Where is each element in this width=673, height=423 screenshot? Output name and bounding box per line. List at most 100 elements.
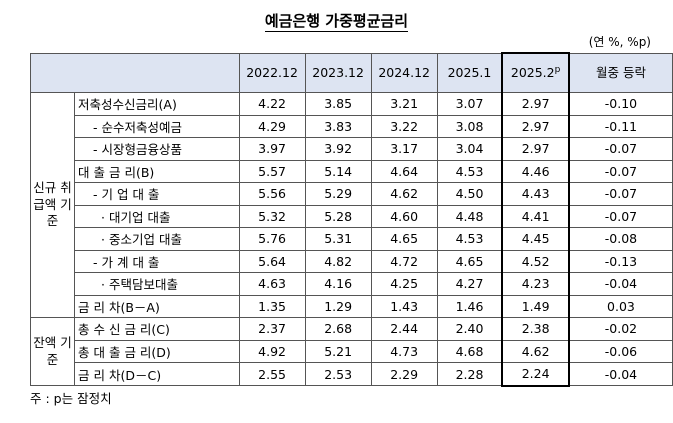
value-cell: 4.48: [436, 204, 503, 228]
value-cell: 4.29: [238, 114, 306, 138]
value-cell: 5.14: [304, 159, 372, 183]
value-cell: 3.85: [304, 92, 372, 116]
title-box: 예금은행 가중평균금리: [0, 10, 673, 32]
header-sup: p: [554, 65, 561, 76]
row-label: - 순수저축성예금: [74, 114, 240, 138]
row-label: · 대기업 대출: [74, 204, 240, 228]
value-cell: 1.35: [238, 294, 306, 318]
unit: (연 %, %p): [588, 35, 651, 49]
header-cell: 2025.2p: [501, 52, 570, 93]
header-row: 2022.12 2023.12 2024.12 2025.1 2025.2p 월중 등락: [30, 52, 673, 93]
value-cell: -0.04: [568, 362, 673, 386]
value-cell: 5.64: [238, 249, 306, 273]
row-label: 대 출 금 리(B): [74, 159, 240, 183]
value-cell: 2.37: [238, 317, 306, 341]
value-cell: 4.25: [370, 272, 438, 296]
row-label: 총 수 신 금 리(C): [74, 317, 240, 341]
data-row: - 가 계 대 출 5.64 4.82 4.72 4.65 4.52 -0.13: [31, 249, 673, 273]
value-cell: -0.02: [568, 317, 673, 341]
value-cell: 3.22: [370, 114, 438, 138]
value-cell: -0.07: [568, 159, 673, 183]
value-cell: -0.10: [568, 92, 673, 116]
value-cell: 5.31: [304, 227, 372, 251]
row-label: · 중소기업 대출: [74, 227, 240, 251]
data-row: 금 리 차(B－A) 1.35 1.29 1.43 1.46 1.49 0.03: [31, 294, 673, 318]
value-cell: 5.32: [238, 204, 306, 228]
value-cell: 2.97: [501, 114, 570, 138]
value-cell: 4.65: [370, 227, 438, 251]
value-cell: 0.03: [568, 294, 673, 318]
header-text: 2024.12: [378, 65, 431, 81]
value-cell: 4.73: [370, 339, 438, 363]
value-cell: 4.16: [304, 272, 372, 296]
group-label: 신규 취급액 기준: [29, 92, 76, 318]
value-cell: 4.64: [370, 159, 438, 183]
header-cell: 2022.12: [238, 52, 306, 93]
header-cell: 2023.12: [304, 52, 372, 93]
header-text: 2025.2: [510, 65, 555, 81]
value-cell: 1.43: [370, 294, 438, 318]
value-cell: 3.17: [370, 137, 438, 161]
value-cell: 3.83: [304, 114, 372, 138]
value-cell: 2.97: [501, 92, 570, 116]
header-cell: 2025.1: [436, 52, 503, 93]
value-cell: -0.08: [568, 227, 673, 251]
value-cell: -0.06: [568, 339, 673, 363]
title: 예금은행 가중평균금리: [264, 12, 409, 32]
row-label: 금 리 차(D－C): [74, 362, 240, 386]
note: 주 : p는 잠정치: [30, 391, 112, 406]
header-cell: 2024.12: [370, 52, 438, 93]
value-cell: 2.97: [501, 137, 570, 161]
data-row: 신규 취급액 기준 저축성수신금리(A) 4.22 3.85 3.21 3.07 2.97-…: [29, 92, 673, 318]
value-cell: -0.11: [568, 114, 673, 138]
value-cell: -0.04: [568, 272, 673, 296]
value-cell: 5.29: [304, 182, 372, 206]
data-row: · 주택담보대출 4.63 4.16 4.25 4.27 4.23 -0.04: [31, 272, 673, 296]
data-row: 대 출 금 리(B) 5.57 5.14 4.64 4.53 4.46 -0.07: [31, 159, 673, 183]
value-cell: 1.29: [304, 294, 372, 318]
value-cell: 4.65: [436, 249, 503, 273]
value-cell: 2.38: [501, 317, 570, 341]
value-cell: 4.43: [501, 182, 570, 206]
value-cell: 2.40: [436, 317, 503, 341]
group-label: 잔액 기준: [29, 317, 76, 386]
value-cell: 1.46: [436, 294, 503, 318]
value-cell: 4.72: [370, 249, 438, 273]
value-cell: 1.49: [501, 294, 570, 318]
value-cell: 3.21: [370, 92, 438, 116]
value-cell: 5.56: [238, 182, 306, 206]
value-cell: 5.76: [238, 227, 306, 251]
value-cell: 2.28: [436, 362, 503, 386]
header-cell: 월중 등락: [568, 52, 673, 93]
row-label: · 주택담보대출: [74, 272, 240, 296]
row-label: 금 리 차(B－A): [74, 294, 240, 318]
row-label: 총 대 출 금 리(D): [74, 339, 240, 363]
value-cell: 2.55: [238, 362, 306, 386]
value-cell: -0.07: [568, 182, 673, 206]
value-cell: 3.07: [436, 92, 503, 116]
value-cell: 4.22: [238, 92, 306, 116]
value-cell: 4.27: [436, 272, 503, 296]
header-text: 2025.1: [447, 65, 492, 81]
value-cell: 2.24: [501, 362, 570, 387]
value-cell: -0.07: [568, 137, 673, 161]
row-label: - 시장형금융상품: [74, 137, 240, 161]
header-text: 월중 등락: [595, 64, 646, 80]
value-cell: 2.44: [370, 317, 438, 341]
value-cell: 4.82: [304, 249, 372, 273]
header-text: 2023.12: [312, 65, 364, 81]
value-cell: 4.50: [436, 182, 503, 206]
value-cell: 4.41: [501, 204, 570, 228]
data-row: - 순수저축성예금 4.29 3.83 3.22 3.08 2.97 -0.11: [31, 114, 673, 138]
data-row: · 대기업 대출 5.32 5.28 4.60 4.48 4.41 -0.07: [31, 204, 673, 228]
value-cell: 4.60: [370, 204, 438, 228]
value-cell: 4.92: [238, 339, 306, 363]
value-cell: 5.57: [238, 159, 306, 183]
value-cell: 3.08: [436, 114, 503, 138]
value-cell: 4.52: [501, 249, 570, 273]
value-cell: -0.13: [568, 249, 673, 273]
value-cell: 3.97: [238, 137, 306, 161]
value-cell: 5.21: [304, 339, 372, 363]
value-cell: 4.46: [501, 159, 570, 183]
